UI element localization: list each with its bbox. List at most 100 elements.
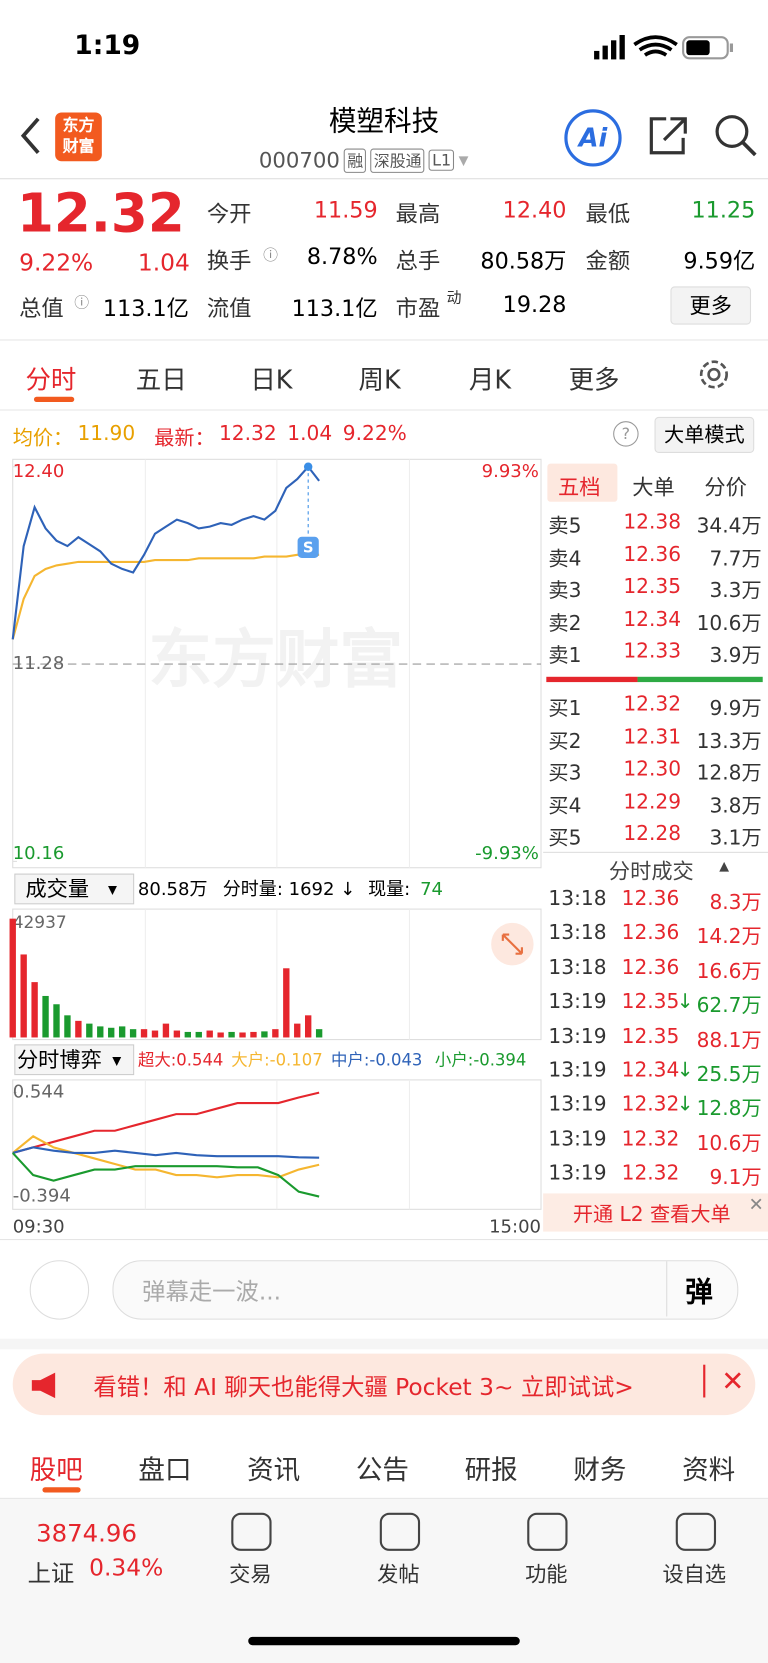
sub-tab[interactable]: 公告 — [355, 1454, 409, 1486]
app-logo: 东方 财富 — [55, 112, 102, 162]
nav-icon[interactable] — [675, 1512, 716, 1551]
info-icon[interactable]: ⓘ — [74, 294, 90, 312]
ad-banner[interactable] — [12, 1353, 756, 1416]
sub-tab[interactable]: 财务 — [573, 1454, 627, 1486]
ai-button[interactable]: Ai — [564, 109, 622, 167]
flow-title-box — [14, 1044, 135, 1076]
sub-tab[interactable]: 资讯 — [247, 1454, 301, 1486]
index-name: 上证 — [27, 1561, 75, 1589]
last-price: 12.32 — [16, 182, 185, 244]
watermark: 东方财富 — [149, 624, 404, 698]
ad-text: 看错！和 AI 聊天也能得大疆 Pocket 3~ 立即试试> — [93, 1374, 634, 1402]
trade-price: 12.32 — [621, 1127, 680, 1151]
back-button[interactable] — [17, 115, 49, 157]
dropdown-arrow[interactable]: ▼ — [458, 152, 469, 168]
trade-volume: 10.6万 — [696, 1131, 762, 1155]
trade-time: 13:18 — [548, 886, 607, 911]
search-button[interactable] — [713, 112, 760, 159]
home-indicator — [248, 1636, 520, 1646]
volume-title: 成交量 — [25, 877, 89, 902]
field-value: 80.58万 — [480, 248, 567, 274]
book-volume: 34.4万 — [696, 514, 762, 538]
book-tab-bg — [547, 463, 618, 502]
trade-price: 12.36 — [621, 955, 680, 979]
volume-bar — [53, 1004, 60, 1038]
book-price: 12.28 — [623, 822, 682, 846]
last-percent: 9.22% — [342, 422, 407, 446]
book-volume: 3.1万 — [709, 826, 762, 850]
nav-label[interactable]: 交易 — [229, 1561, 272, 1587]
sub-tab-underline — [42, 1487, 81, 1493]
sub-tab[interactable]: 研报 — [464, 1454, 518, 1486]
sub-tab[interactable]: 资料 — [682, 1454, 736, 1486]
divider — [0, 178, 768, 180]
tab[interactable]: 周K — [358, 364, 401, 395]
field-value: 8.78% — [306, 243, 378, 270]
volume-title-box — [14, 873, 135, 905]
tab[interactable]: 更多 — [568, 364, 620, 395]
trade-time: 13:19 — [548, 1024, 607, 1048]
book-label: 卖3 — [548, 579, 582, 603]
book-price: 12.34 — [623, 607, 682, 631]
field-value: 11.59 — [313, 197, 378, 223]
tab[interactable]: 月K — [468, 364, 512, 395]
book-price: 12.31 — [623, 725, 682, 749]
book-tab[interactable]: 大单 — [632, 474, 675, 500]
volume-bar — [250, 1031, 257, 1038]
nav-label[interactable]: 发帖 — [377, 1561, 420, 1587]
volume-bar — [108, 1027, 115, 1038]
y-tick-label: 11.28 — [13, 653, 65, 674]
info-icon[interactable]: ⓘ — [263, 247, 278, 265]
x-label: 15:00 — [489, 1216, 541, 1237]
share-button[interactable] — [645, 112, 692, 159]
book-price: 12.29 — [623, 789, 682, 814]
big-order-mode[interactable]: 大单模式 — [654, 416, 755, 453]
collapse-arrow[interactable]: ▲ — [719, 858, 730, 874]
book-volume: 3.8万 — [709, 794, 762, 818]
volume-bar — [261, 1031, 268, 1038]
book-volume: 12.8万 — [696, 761, 762, 785]
danmu-button[interactable]: 弹 — [685, 1277, 713, 1310]
book-tab[interactable]: 分价 — [704, 474, 747, 500]
book-tab[interactable]: 五档 — [557, 474, 601, 500]
tab[interactable]: 日K — [250, 364, 293, 395]
x-label: 09:30 — [13, 1216, 65, 1237]
tab[interactable]: 五日 — [135, 364, 187, 395]
volume-bar — [118, 1026, 126, 1038]
volume-bar — [294, 1023, 301, 1038]
volume-bar — [75, 1020, 82, 1038]
y-tick-label: -0.394 — [13, 1186, 71, 1207]
comment-toggle[interactable] — [29, 1260, 90, 1320]
divider — [0, 1239, 768, 1241]
index-percent: 0.34% — [89, 1555, 164, 1582]
nav-label[interactable]: 设自选 — [662, 1561, 727, 1587]
comment-placeholder: 弹幕走一波... — [142, 1279, 282, 1306]
field-value: 12.40 — [502, 197, 567, 223]
tag: 融 — [344, 147, 367, 173]
comment-input[interactable] — [112, 1260, 739, 1320]
sub-tab[interactable]: 股吧 — [29, 1454, 83, 1486]
help-button[interactable]: ? — [613, 421, 639, 447]
marker-dot — [303, 462, 313, 471]
volume-minute: 分时量: 1692 ↓ — [223, 879, 356, 900]
pct-label: 9.93% — [482, 461, 539, 482]
volume-bar — [42, 995, 49, 1038]
dropdown-arrow: ▼ — [112, 1053, 121, 1067]
nav-icon[interactable] — [231, 1512, 272, 1551]
volume-bar — [217, 1032, 224, 1038]
ad-close[interactable]: │ ✕ — [695, 1366, 745, 1399]
more-button[interactable]: 更多 — [670, 286, 752, 325]
nav-label[interactable]: 功能 — [525, 1561, 568, 1587]
nav-icon[interactable] — [527, 1512, 568, 1551]
sub-tab[interactable]: 盘口 — [138, 1454, 192, 1486]
flow-line — [12, 1091, 320, 1154]
l2-banner-bg[interactable] — [543, 1193, 768, 1232]
book-volume: 10.6万 — [696, 611, 762, 635]
field-label: 金额 — [585, 248, 631, 274]
tab[interactable]: 分时 — [25, 364, 77, 395]
nav-icon[interactable] — [379, 1512, 420, 1551]
settings-button[interactable] — [696, 356, 732, 392]
field-label: 流值 — [206, 295, 252, 322]
l2-close[interactable]: ✕ — [748, 1194, 764, 1216]
ratio-bar-red — [546, 676, 638, 683]
